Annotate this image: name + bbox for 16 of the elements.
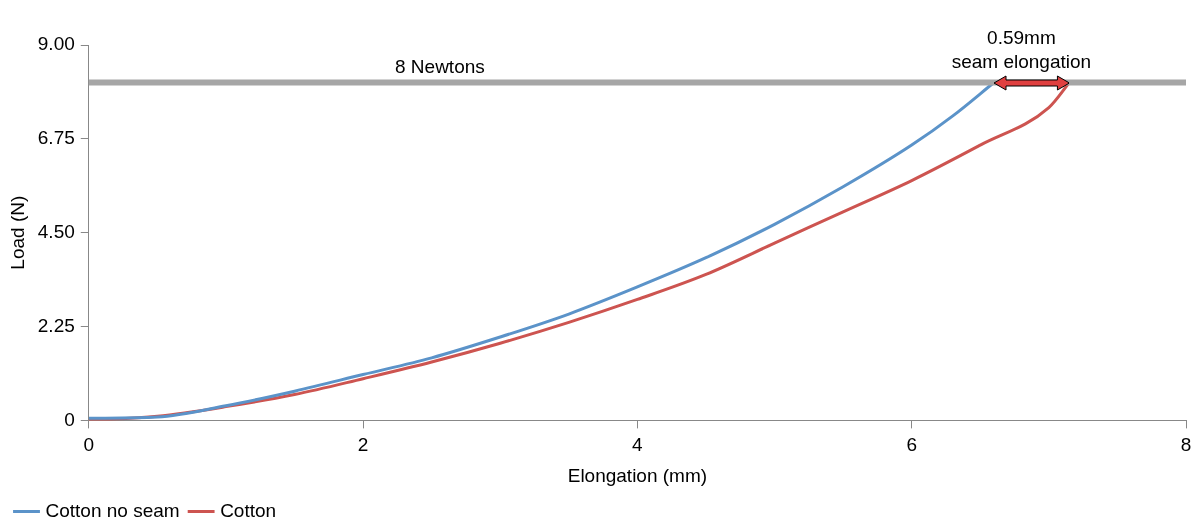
legend-label: Cotton no seam [45,499,180,521]
y-tick-label: 6.75 [37,127,75,149]
y-tick-label: 9.00 [37,33,75,55]
annotation: 0.59mm seam elongation [951,27,1092,73]
legend-label: Cotton [220,499,277,521]
ref-line-label: 8 Newtons [395,56,485,78]
y-tick-label: 4.50 [37,220,75,242]
x-tick-label: 4 [632,434,644,456]
x-tick-label: 2 [357,434,369,456]
y-tick-label: 2.25 [37,314,75,336]
x-tick-label: 0 [83,434,95,456]
y-tick-label: 0 [64,408,75,430]
x-axis-title: Elongation (mm) [567,464,708,486]
x-tick-label: 8 [1180,434,1192,456]
x-tick-label: 6 [906,434,917,456]
y-axis-title: Load (N) [6,195,28,270]
